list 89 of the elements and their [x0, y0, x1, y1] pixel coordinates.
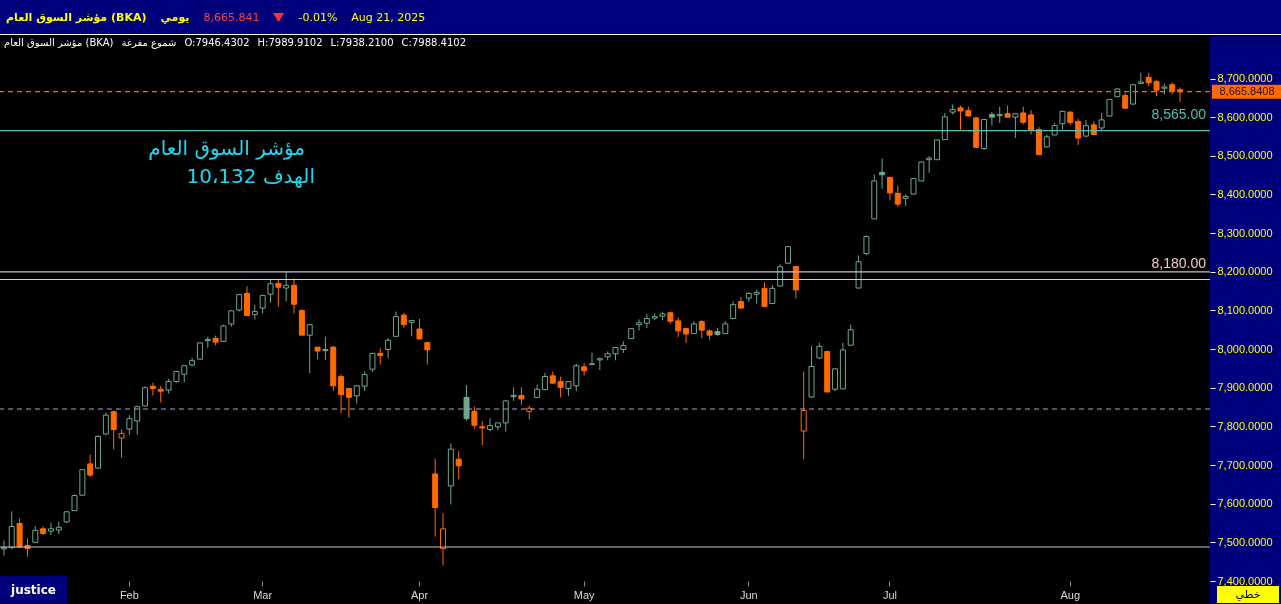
candlestick [941, 112, 948, 141]
chart-title: مؤشر السوق العام (BKA) [6, 10, 147, 24]
candlestick [847, 324, 854, 347]
ref-line-label: 8,180.00 [1151, 254, 1207, 271]
candlestick [149, 382, 156, 396]
annotation: مؤشر السوق العام (BKA) [4, 37, 114, 48]
candlestick [424, 342, 431, 366]
y-tick-label: 7,900.0000 [1217, 381, 1273, 394]
candlestick [416, 318, 423, 340]
candlestick [471, 406, 478, 430]
candlestick [440, 512, 447, 567]
candlestick [1075, 118, 1082, 146]
ref-line-label: 8,665.8408 [1219, 84, 1275, 97]
candlestick [894, 185, 901, 208]
candlestick [306, 323, 313, 374]
annotation: C:7988.4102 [401, 37, 467, 48]
candlestick [792, 265, 799, 299]
candlestick [800, 371, 807, 460]
candlestick [291, 277, 298, 315]
text: Aug 21, 2025 [351, 10, 426, 24]
y-tick-label: 8,200.0000 [1217, 265, 1273, 278]
x-tick-label: Mar [253, 588, 273, 601]
candlestick [683, 327, 690, 344]
text: justice [0, 576, 67, 604]
y-tick-label: 7,400.0000 [1217, 574, 1273, 587]
x-tick-label: May [573, 588, 596, 601]
candlestick [110, 410, 117, 450]
candlestick [87, 454, 94, 478]
candlestick [777, 263, 784, 287]
ref-line-label: 8,565.00 [1151, 105, 1207, 122]
y-tick-label: 7,800.0000 [1217, 419, 1273, 432]
candlestick [1098, 112, 1105, 132]
candlestick [761, 281, 768, 308]
candlestick [102, 411, 109, 436]
candlestick [879, 158, 886, 190]
candlestick [345, 387, 352, 418]
candlestick [338, 373, 345, 414]
x-tick-label: Jul [882, 588, 897, 601]
y-tick-label: 8,700.0000 [1217, 72, 1273, 85]
candlestick [142, 385, 149, 407]
candlestick [385, 337, 392, 359]
candlestick [1028, 109, 1035, 136]
y-tick-label: 7,700.0000 [1217, 458, 1273, 471]
candlestick [487, 417, 494, 432]
y-tick-label: 8,400.0000 [1217, 187, 1273, 200]
candlestick [259, 294, 266, 315]
candlestick [1130, 83, 1137, 106]
annotation: H:7989.9102 [257, 37, 323, 48]
x-tick-label: Feb [119, 588, 139, 601]
candlestick [1012, 112, 1019, 139]
y-tick-label: 8,300.0000 [1217, 226, 1273, 239]
candlestick [988, 111, 995, 127]
candlestick [243, 285, 250, 317]
candlestick [8, 510, 15, 550]
y-tick-label: 8,100.0000 [1217, 303, 1273, 316]
candlestick [455, 450, 462, 480]
y-tick-label: 7,600.0000 [1217, 497, 1273, 510]
candlestick [643, 313, 650, 329]
candlestick [283, 271, 290, 302]
y-tick-label: 8,600.0000 [1217, 110, 1273, 123]
candlestick [275, 279, 282, 308]
candlestick [0, 539, 7, 556]
candlestick [636, 318, 643, 332]
y-tick-label: 8,500.0000 [1217, 149, 1273, 162]
x-tick-label: Apr [410, 588, 429, 601]
annotation: مؤشر السوق العام [147, 136, 305, 160]
candlestick [47, 522, 54, 536]
candlestick [322, 336, 329, 361]
candlestick [863, 234, 870, 256]
text: خطي [1217, 586, 1279, 603]
y-tick-label: 7,500.0000 [1217, 535, 1273, 548]
candlestick [463, 384, 470, 422]
chart-subtitle: يومي [160, 10, 190, 24]
candlestick [267, 279, 274, 304]
annotation: L:7938.2100 [330, 37, 394, 48]
x-tick-label: Aug [1060, 588, 1081, 601]
text: 8,665.841 [203, 10, 260, 24]
candlestick [588, 352, 595, 366]
y-tick-label: 8,000.0000 [1217, 342, 1273, 355]
annotation: الهدف 10،132 [185, 164, 315, 188]
annotation: O:7946.4302 [184, 37, 250, 48]
text: -0.01% [298, 10, 338, 24]
candlestick [1137, 72, 1144, 85]
annotation: شموع مفرغة [121, 37, 177, 48]
candlestick [479, 420, 486, 446]
candlestick [392, 311, 399, 337]
candlestick [118, 428, 125, 459]
candlestick [832, 367, 839, 392]
x-tick-label: Jun [739, 588, 758, 601]
